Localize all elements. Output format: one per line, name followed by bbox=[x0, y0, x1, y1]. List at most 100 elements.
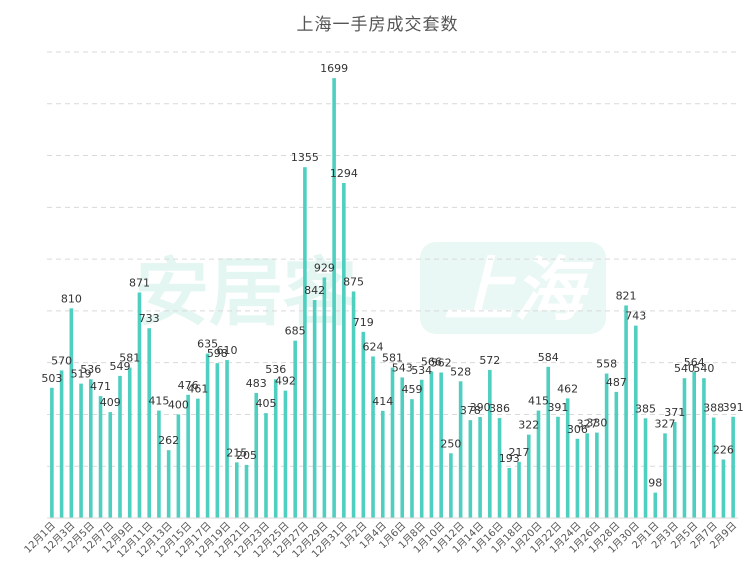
watermark-text-shanghai: 上海 bbox=[444, 249, 594, 331]
data-label: 540 bbox=[674, 362, 695, 375]
bar bbox=[264, 413, 268, 518]
data-label: 217 bbox=[509, 446, 530, 459]
bar bbox=[69, 308, 74, 518]
bar bbox=[624, 305, 628, 518]
data-label: 534 bbox=[411, 364, 432, 377]
bar bbox=[118, 375, 122, 518]
data-label: 386 bbox=[489, 402, 510, 415]
data-label: 462 bbox=[557, 382, 578, 395]
bar bbox=[468, 420, 473, 518]
bar bbox=[439, 372, 443, 518]
data-label: 1294 bbox=[330, 167, 358, 180]
bar bbox=[663, 433, 667, 518]
bar bbox=[293, 340, 297, 518]
data-label: 581 bbox=[119, 352, 140, 365]
value-labels: 5035708105195364714095495818717334152624… bbox=[41, 62, 743, 489]
data-label: 483 bbox=[246, 377, 267, 390]
bar bbox=[517, 461, 521, 518]
data-label: 461 bbox=[187, 383, 208, 396]
data-label: 322 bbox=[518, 419, 539, 432]
data-label: 98 bbox=[648, 477, 662, 490]
bar bbox=[312, 300, 317, 518]
data-label: 327 bbox=[655, 417, 676, 430]
data-label: 719 bbox=[353, 316, 374, 329]
bar bbox=[546, 366, 551, 518]
bar bbox=[303, 167, 307, 518]
data-label: 205 bbox=[236, 449, 257, 462]
data-label: 536 bbox=[265, 363, 286, 376]
bar bbox=[50, 387, 54, 518]
data-label: 215 bbox=[226, 446, 247, 459]
data-label: 598 bbox=[207, 347, 228, 360]
bar bbox=[361, 331, 366, 518]
bar bbox=[176, 414, 181, 518]
data-label: 810 bbox=[61, 292, 82, 305]
bar bbox=[166, 450, 171, 518]
bar bbox=[186, 394, 190, 518]
data-label: 415 bbox=[528, 395, 549, 408]
bar bbox=[88, 379, 93, 518]
data-label: 226 bbox=[713, 443, 734, 456]
data-label: 1699 bbox=[320, 62, 348, 75]
chart-title: 上海一手房成交套数 bbox=[296, 15, 459, 35]
bar bbox=[507, 468, 512, 518]
bar bbox=[497, 418, 502, 518]
data-label: 566 bbox=[421, 355, 442, 368]
bar bbox=[458, 381, 463, 518]
bar bbox=[604, 373, 609, 518]
data-label: 391 bbox=[547, 401, 568, 414]
data-label: 635 bbox=[197, 338, 218, 351]
bar bbox=[127, 367, 132, 518]
bar-series bbox=[50, 78, 735, 519]
bar bbox=[351, 291, 356, 518]
bar bbox=[634, 325, 638, 518]
bar bbox=[196, 398, 200, 518]
bar bbox=[692, 371, 697, 518]
data-label: 610 bbox=[217, 344, 238, 357]
bar bbox=[205, 353, 210, 518]
watermark: 安居客 上海 bbox=[135, 242, 606, 336]
bar bbox=[556, 416, 560, 518]
data-label: 581 bbox=[382, 352, 403, 365]
bar bbox=[536, 410, 541, 518]
bar bbox=[108, 412, 113, 518]
data-label: 562 bbox=[431, 357, 452, 370]
data-label: 503 bbox=[41, 372, 62, 385]
bar bbox=[215, 363, 220, 518]
bar bbox=[565, 398, 570, 518]
bar bbox=[98, 396, 103, 518]
data-label: 414 bbox=[372, 395, 393, 408]
bar bbox=[380, 410, 385, 518]
data-label: 388 bbox=[703, 402, 724, 415]
data-label: 519 bbox=[71, 368, 92, 381]
data-label: 743 bbox=[625, 310, 646, 323]
data-label: 492 bbox=[275, 375, 296, 388]
data-label: 549 bbox=[109, 360, 130, 373]
bar bbox=[711, 417, 716, 518]
bar bbox=[682, 378, 687, 518]
bar bbox=[322, 277, 327, 518]
data-label: 624 bbox=[363, 340, 384, 353]
bar bbox=[225, 360, 229, 518]
data-label: 193 bbox=[499, 452, 520, 465]
bar bbox=[731, 416, 735, 518]
bar bbox=[390, 367, 395, 518]
data-label: 385 bbox=[635, 402, 656, 415]
bar bbox=[526, 434, 531, 518]
bar bbox=[702, 378, 706, 518]
data-label: 400 bbox=[168, 398, 189, 411]
bar bbox=[595, 432, 599, 518]
data-label: 564 bbox=[684, 356, 705, 369]
data-label: 391 bbox=[723, 401, 744, 414]
bar bbox=[614, 391, 619, 518]
data-label: 306 bbox=[567, 423, 588, 436]
bar bbox=[585, 433, 589, 518]
bar bbox=[643, 418, 648, 518]
data-label: 476 bbox=[178, 379, 199, 392]
data-label: 327 bbox=[577, 417, 598, 430]
data-label: 558 bbox=[596, 358, 617, 371]
bar bbox=[283, 390, 288, 518]
bar bbox=[342, 182, 346, 518]
